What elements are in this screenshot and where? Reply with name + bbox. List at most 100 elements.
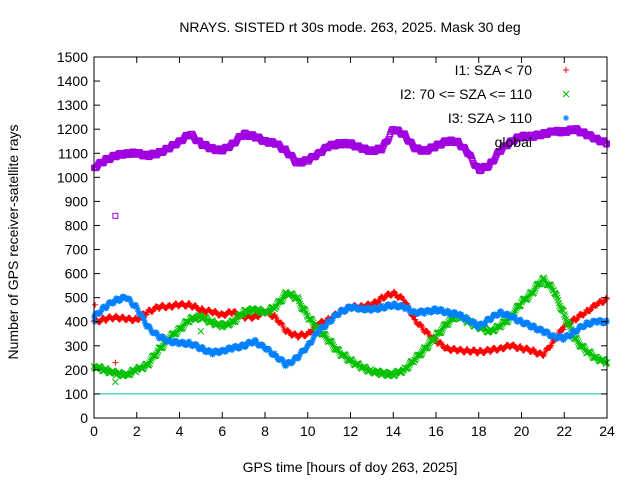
data-point	[290, 358, 297, 365]
y-tick-label: 700	[65, 242, 89, 258]
data-point	[323, 320, 330, 327]
x-tick-label: 4	[176, 423, 184, 439]
data-point	[128, 299, 135, 306]
data-point	[140, 315, 147, 322]
y-tick-label: 900	[65, 193, 89, 209]
data-point	[421, 310, 428, 317]
data-point	[400, 297, 407, 304]
data-point	[545, 330, 552, 337]
legend: I1: SZA < 70 I2: 70 <= SZA <= 110 I3: SZA …	[400, 62, 570, 150]
x-tick-label: 16	[428, 423, 444, 439]
data-point	[253, 339, 260, 346]
data-point	[303, 345, 310, 352]
y-tick-label: 400	[65, 314, 89, 330]
data-point	[438, 326, 446, 334]
data-point	[297, 351, 304, 358]
data-point	[467, 152, 474, 159]
outlier-point	[112, 359, 119, 366]
data-point	[553, 292, 560, 299]
y-tick-label: 1100	[58, 145, 88, 161]
data-point	[336, 309, 343, 316]
data-point	[126, 296, 133, 303]
data-point	[272, 313, 279, 320]
y-tick-label: 1400	[57, 73, 88, 89]
data-point	[147, 325, 154, 332]
data-point	[406, 306, 413, 313]
data-point	[418, 350, 425, 358]
y-tick-label: 300	[65, 338, 89, 354]
data-point	[488, 315, 495, 322]
data-point	[279, 357, 286, 364]
data-point	[141, 317, 148, 324]
data-point	[471, 319, 478, 326]
data-point	[329, 317, 336, 324]
data-point	[562, 334, 569, 341]
x-tick-label: 14	[385, 423, 401, 439]
data-point	[524, 295, 531, 302]
data-point	[568, 332, 575, 339]
outlier-point	[112, 378, 119, 386]
data-point	[482, 319, 489, 326]
data-point	[431, 335, 439, 342]
data-point	[104, 302, 111, 309]
y-tick-label: 200	[65, 362, 89, 378]
data-point	[103, 303, 110, 310]
x-tick-label: 22	[556, 423, 572, 439]
data-point	[139, 313, 146, 320]
data-point	[330, 313, 337, 320]
data-point	[531, 287, 538, 295]
data-point	[243, 341, 250, 348]
data-point	[302, 307, 309, 315]
data-point	[540, 274, 547, 281]
data-point	[401, 130, 408, 137]
data-point	[517, 316, 524, 323]
outlier-point	[197, 328, 205, 335]
data-point	[142, 320, 149, 327]
data-point	[134, 305, 141, 312]
data-point	[110, 299, 117, 306]
data-point	[127, 298, 134, 305]
data-point	[296, 300, 304, 308]
data-point	[437, 328, 445, 336]
data-point	[280, 358, 287, 365]
data-point	[278, 320, 285, 327]
data-point	[98, 306, 105, 313]
data-point	[200, 345, 207, 352]
data-point	[560, 311, 568, 318]
data-point	[323, 322, 330, 329]
data-point	[465, 316, 472, 323]
legend-marker	[563, 115, 569, 121]
data-point	[208, 350, 215, 357]
data-point	[336, 311, 343, 318]
data-point	[541, 275, 548, 283]
data-point	[296, 353, 303, 360]
data-point	[97, 310, 104, 317]
data-point	[310, 336, 317, 343]
data-point	[159, 343, 167, 351]
data-point	[562, 316, 570, 323]
data-point	[574, 326, 581, 333]
data-point	[316, 326, 323, 333]
data-point	[194, 342, 201, 349]
data-point	[384, 137, 391, 144]
data-point	[468, 153, 475, 160]
x-tick-label: 0	[90, 423, 98, 439]
x-tick-label: 24	[599, 423, 615, 439]
x-tick-label: 12	[343, 423, 359, 439]
data-point	[279, 294, 287, 301]
data-point	[378, 302, 385, 309]
data-point	[573, 336, 581, 344]
axes-group: 0 2 4 6 8 10 12 14 16 18 20 22 240100200300400500600…	[57, 49, 615, 439]
data-point	[289, 153, 296, 160]
legend-label: I1: SZA < 70	[455, 62, 533, 78]
data-point	[309, 338, 316, 345]
data-point	[304, 342, 311, 349]
data-point	[464, 314, 471, 321]
data-point	[438, 340, 445, 347]
legend-label: I2: 70 <= SZA <= 110	[400, 86, 532, 102]
data-point	[239, 341, 246, 348]
data-point	[424, 344, 431, 351]
data-point	[481, 320, 488, 327]
data-point	[310, 333, 317, 340]
data-point	[491, 157, 498, 164]
